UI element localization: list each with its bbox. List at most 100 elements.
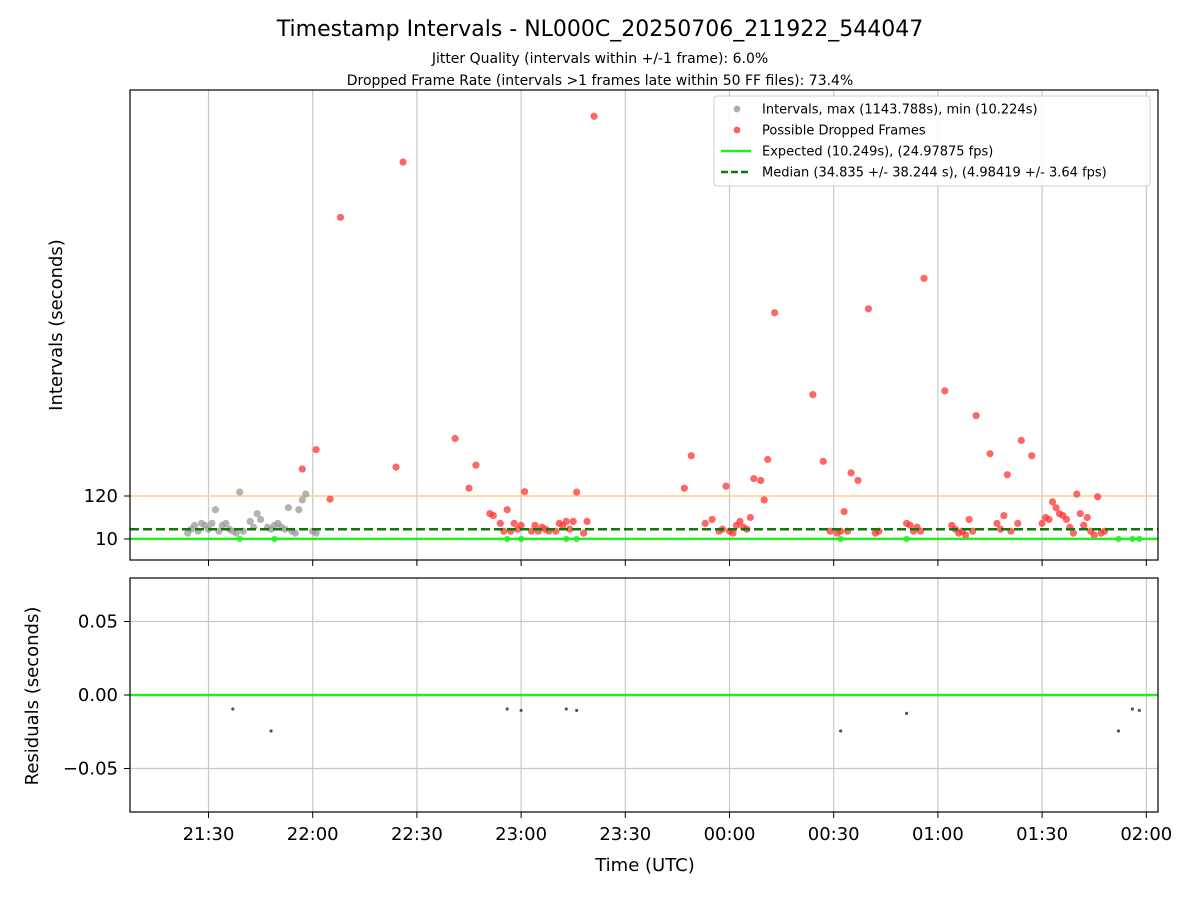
x-tick-label: 22:30 bbox=[391, 824, 443, 845]
dropped-frame-point bbox=[566, 525, 574, 533]
dropped-frame-point bbox=[1080, 521, 1088, 529]
interval-point bbox=[257, 515, 265, 524]
dropped-frame-point bbox=[965, 515, 973, 524]
interval-point bbox=[284, 504, 292, 512]
residual-point bbox=[269, 729, 273, 733]
dropped-frame-point bbox=[972, 412, 980, 420]
dropped-frame-point bbox=[1052, 504, 1060, 512]
residual-point bbox=[1137, 708, 1141, 713]
interval-point bbox=[232, 529, 240, 537]
dropped-frame-point bbox=[962, 531, 970, 539]
legend-expected-label: Expected (10.249s), (24.97875 fps) bbox=[762, 145, 993, 160]
intervals-y-tick-label: 10 bbox=[95, 529, 118, 550]
x-tick-label: 00:00 bbox=[704, 824, 756, 845]
dropped-frame-point bbox=[996, 525, 1005, 533]
residual-point bbox=[905, 711, 909, 715]
x-tick-label: 23:30 bbox=[599, 824, 651, 845]
interval-point bbox=[312, 529, 320, 537]
residuals-y-tick-label: 0.05 bbox=[78, 612, 118, 633]
x-axis-label: Time (UTC) bbox=[594, 855, 695, 876]
dropped-frame-point bbox=[1090, 531, 1098, 539]
dropped-frame-point bbox=[510, 519, 518, 527]
dropped-frame-point bbox=[986, 450, 994, 458]
dropped-frame-point bbox=[736, 517, 744, 526]
residuals-y-tick-label: −0.05 bbox=[63, 759, 118, 780]
dropped-frame-point bbox=[1000, 511, 1008, 520]
dropped-frame-point bbox=[941, 387, 949, 395]
dropped-frame-point bbox=[920, 274, 928, 282]
dropped-frame-point bbox=[722, 482, 730, 490]
x-tick-label: 00:30 bbox=[808, 824, 860, 845]
residual-point bbox=[575, 708, 579, 713]
residual-point bbox=[1116, 729, 1121, 733]
dropped-frame-point bbox=[399, 158, 407, 166]
residual-point bbox=[505, 707, 509, 711]
dropped-frame-point bbox=[757, 476, 765, 485]
x-tick-label: 01:00 bbox=[912, 824, 964, 845]
dropped-frame-point bbox=[298, 465, 306, 473]
interval-point bbox=[208, 519, 216, 527]
dropped-frame-point bbox=[1094, 493, 1102, 501]
dropped-frame-point bbox=[312, 445, 320, 454]
dropped-frame-point bbox=[336, 213, 345, 221]
dropped-frame-point bbox=[1048, 498, 1057, 506]
interval-point bbox=[211, 506, 220, 514]
dropped-frame-point bbox=[847, 469, 855, 477]
dropped-frame-point bbox=[746, 513, 754, 522]
dropped-frame-point bbox=[1038, 519, 1046, 527]
interval-point bbox=[291, 529, 299, 537]
dropped-frame-point bbox=[573, 488, 581, 496]
interval-point bbox=[295, 506, 303, 514]
dropped-frame-point bbox=[451, 434, 459, 443]
dropped-frame-point bbox=[590, 112, 598, 120]
dropped-frame-point bbox=[326, 495, 334, 503]
interval-point bbox=[236, 488, 244, 496]
dropped-frame-subtitle: Dropped Frame Rate (intervals >1 frames … bbox=[347, 73, 854, 89]
legend-box bbox=[713, 95, 1151, 187]
dropped-frame-point bbox=[1017, 436, 1025, 445]
dropped-frame-point bbox=[562, 517, 570, 526]
residuals-y-tick-label: 0.00 bbox=[78, 685, 118, 706]
dropped-frame-point bbox=[1069, 529, 1077, 537]
dropped-frame-point bbox=[750, 474, 758, 483]
intervals-y-axis-label: Intervals (seconds) bbox=[46, 239, 67, 411]
residual-point bbox=[839, 729, 843, 733]
residual-point bbox=[231, 707, 235, 711]
dropped-frame-point bbox=[503, 506, 511, 514]
dropped-frame-point bbox=[854, 476, 862, 485]
dropped-frame-point bbox=[1003, 471, 1011, 479]
dropped-frame-point bbox=[1014, 519, 1022, 527]
dropped-frame-point bbox=[760, 496, 768, 504]
jitter-quality-subtitle: Jitter Quality (intervals within +/-1 fr… bbox=[431, 51, 768, 67]
legend: Intervals, max (1143.788s), min (10.224s… bbox=[713, 95, 1151, 187]
dropped-frame-point bbox=[1028, 452, 1036, 460]
dropped-frame-point bbox=[1083, 513, 1091, 522]
interval-point bbox=[246, 517, 254, 526]
dropped-frame-point bbox=[465, 484, 473, 492]
interval-point bbox=[215, 527, 223, 535]
dropped-frame-point bbox=[1062, 515, 1071, 524]
dropped-frame-point bbox=[531, 521, 539, 529]
dropped-frame-point bbox=[1045, 515, 1053, 524]
legend-intervals-marker bbox=[733, 105, 741, 113]
x-tick-label: 01:30 bbox=[1016, 824, 1068, 845]
dropped-frame-point bbox=[764, 455, 772, 464]
x-tick-label: 22:00 bbox=[287, 824, 339, 845]
intervals-panel: 10 120 Intervals, max (1143.788s), min (10… bbox=[84, 89, 1159, 566]
interval-point bbox=[222, 519, 230, 527]
chart-title: Timestamp Intervals - NL000C_20250706_21… bbox=[276, 17, 923, 42]
dropped-frame-point bbox=[489, 511, 497, 520]
dropped-frame-point bbox=[1076, 509, 1084, 518]
dropped-frame-point bbox=[520, 488, 529, 496]
dropped-frame-point bbox=[729, 529, 737, 537]
dropped-frame-point bbox=[472, 461, 480, 469]
dropped-frame-point bbox=[993, 519, 1001, 527]
legend-dropped-frames-label: Possible Dropped Frames bbox=[762, 124, 926, 139]
dropped-frame-point bbox=[392, 463, 400, 471]
dropped-frame-point bbox=[583, 517, 591, 526]
dropped-frame-point bbox=[569, 517, 577, 526]
dropped-frame-point bbox=[1073, 490, 1081, 498]
x-tick-label: 21:30 bbox=[183, 824, 235, 845]
dropped-frame-point bbox=[580, 529, 588, 537]
